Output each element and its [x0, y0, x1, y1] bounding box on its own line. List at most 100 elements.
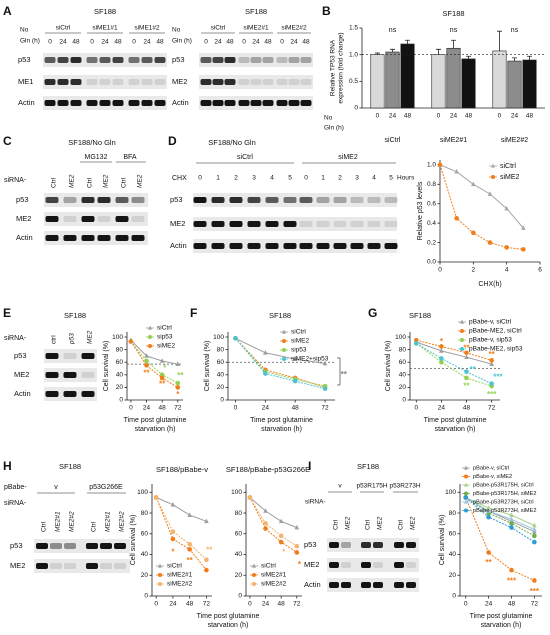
legend-marker	[282, 348, 286, 352]
data-point	[263, 521, 268, 526]
blot-row-label: Actin	[172, 98, 189, 107]
y-tick-label: 0	[119, 397, 123, 404]
blot-band	[200, 57, 212, 63]
time-label: 0	[242, 39, 246, 46]
blot-strip	[199, 75, 313, 89]
data-point	[294, 524, 300, 530]
blot-band	[63, 372, 77, 378]
time-label: 48	[404, 113, 412, 120]
blot-row-label: Actin	[18, 98, 35, 107]
blot-band	[333, 243, 347, 249]
blot-band	[288, 57, 300, 63]
data-point	[294, 543, 300, 549]
blot-band	[81, 216, 95, 222]
data-point	[170, 502, 176, 507]
time-label: 24	[101, 39, 109, 46]
panel-letter: I	[308, 459, 311, 473]
blot-band	[361, 582, 371, 588]
legend-label: siCtrl	[261, 563, 276, 570]
x-axis-label: Time post glutamine	[470, 613, 533, 620]
y-axis-label: Cell survival (%)	[204, 341, 211, 392]
blot-title: SF188	[245, 7, 267, 16]
y-axis-label: Cell survival (%)	[103, 341, 110, 392]
blot-band	[81, 391, 95, 397]
lane-label: Ctrl	[333, 519, 340, 530]
blot-band	[299, 197, 313, 203]
blot-band	[45, 235, 59, 241]
legend-label: siME2#1	[167, 572, 193, 579]
blot-band	[384, 243, 398, 249]
time-label: 0	[204, 39, 208, 46]
time-label: 24	[511, 113, 519, 120]
legend-label: siCtrl	[167, 563, 182, 570]
y-tick-label: 60	[235, 530, 243, 537]
blot-band	[367, 221, 381, 227]
bar	[461, 58, 476, 109]
series-line	[130, 341, 179, 388]
data-point	[521, 247, 526, 252]
lane-label: Ctrl	[365, 519, 372, 530]
treatment-label: MG132	[85, 154, 108, 161]
blot-band	[250, 57, 262, 63]
series-line	[415, 342, 492, 387]
y-tick-label: 40	[217, 372, 225, 379]
legend-marker	[158, 563, 162, 568]
blot-band	[81, 235, 95, 241]
blot-band	[86, 100, 98, 106]
blot-band	[247, 197, 261, 203]
y-axis-label: Relative TP53 RNA	[330, 39, 337, 96]
y-axis-label: Cell survival (%)	[439, 515, 446, 566]
series-line	[465, 497, 535, 526]
legend-marker	[464, 465, 468, 470]
x-axis-label: Time post glutamine	[197, 613, 260, 620]
x-tick-label: 24	[262, 601, 270, 608]
series-line	[235, 337, 326, 388]
series-line	[416, 342, 492, 385]
time-label: 0	[376, 113, 380, 120]
blot-band	[262, 100, 274, 106]
significance: ***	[487, 390, 497, 399]
lane-label: ME2	[103, 174, 110, 188]
time-label: 24	[389, 113, 397, 120]
blot-band	[45, 216, 59, 222]
y-tick-label: 20	[399, 384, 407, 391]
blot-band	[373, 542, 383, 548]
blot-band	[141, 100, 153, 106]
series-line	[465, 497, 535, 543]
error-bar	[451, 39, 456, 49]
data-point	[439, 344, 444, 349]
y-tick-label: 20	[141, 572, 149, 579]
error-bar	[390, 48, 395, 52]
lane-label: Ctrl	[41, 521, 48, 532]
blot-row-label: Actin	[304, 580, 321, 589]
y-tick-label: 0.2	[427, 239, 436, 246]
blot-band	[341, 562, 351, 568]
blot-band	[112, 79, 124, 85]
y-tick-label: 0.5	[349, 78, 358, 85]
x-tick-label: 24	[485, 601, 493, 608]
lane-label: ME2	[410, 516, 417, 530]
blot-band	[100, 563, 112, 569]
data-point	[159, 372, 165, 378]
significance: ***	[530, 587, 540, 596]
legend-label: siME2+sip53	[291, 356, 329, 363]
blot-strip	[44, 349, 97, 363]
y-tick-label: 100	[231, 489, 242, 496]
significance: **	[489, 350, 496, 359]
error-bar	[374, 52, 380, 55]
legend-marker	[491, 175, 495, 179]
condition-label: No	[324, 115, 333, 122]
blot-band	[86, 79, 98, 85]
y-tick-label: 0	[354, 105, 358, 112]
condition-label: No	[20, 27, 29, 34]
blot-band	[57, 100, 69, 106]
blot-band	[300, 79, 312, 85]
blot-band	[247, 221, 261, 227]
bar	[431, 54, 446, 109]
blot-row-label: ME2	[172, 77, 187, 86]
error-bar	[466, 55, 472, 59]
legend-marker	[460, 329, 464, 333]
significance: **	[341, 370, 348, 379]
blot-band	[238, 57, 250, 63]
blot-band	[57, 79, 69, 85]
